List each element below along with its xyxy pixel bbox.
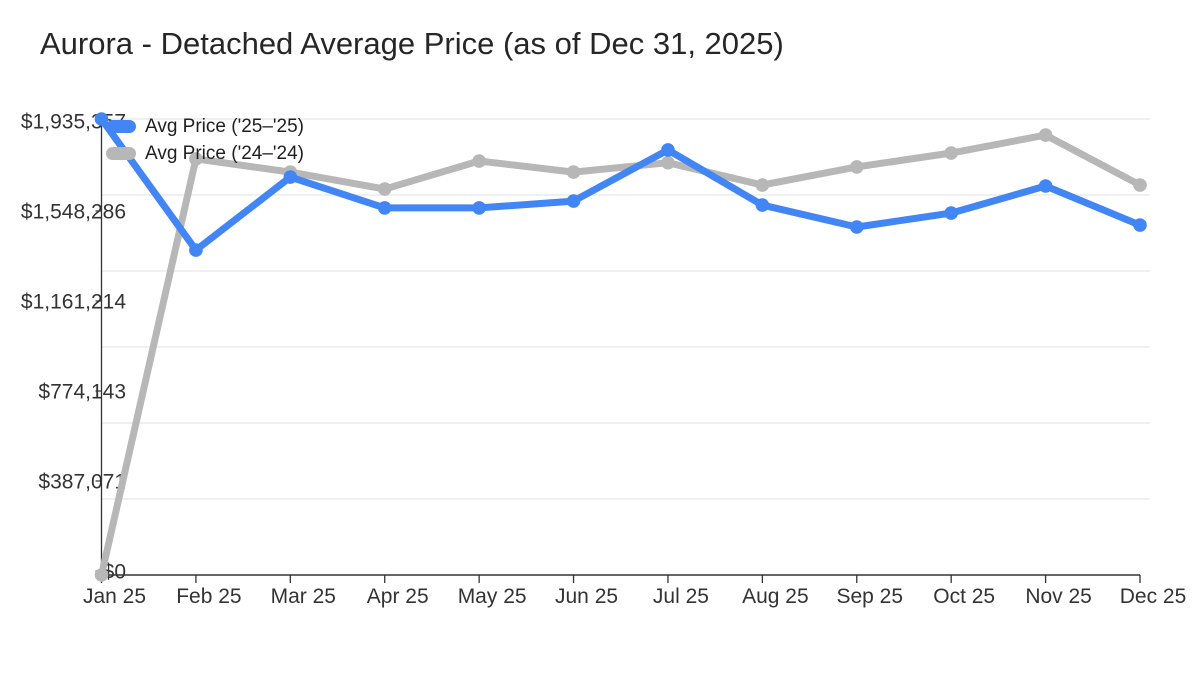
legend-swatch-24-icon bbox=[106, 147, 136, 160]
legend-label-24: Avg Price ('24–'24) bbox=[145, 142, 304, 164]
y-axis-label: $774,143 bbox=[38, 381, 126, 404]
x-axis-label: Sep 25 bbox=[836, 585, 903, 608]
data-point-2024-Oct-25[interactable] bbox=[944, 146, 958, 160]
x-axis-label: Oct 25 bbox=[933, 585, 995, 608]
data-point-2025-Oct-25[interactable] bbox=[944, 206, 958, 220]
data-point-2025-Jun-25[interactable] bbox=[566, 194, 581, 208]
x-axis-label: Dec 25 bbox=[1120, 585, 1187, 608]
x-axis-label: Jun 25 bbox=[555, 585, 618, 608]
legend-swatch-25-icon bbox=[106, 120, 136, 133]
data-point-2024-Jun-25[interactable] bbox=[566, 165, 581, 179]
x-axis-label: Jan 25 bbox=[83, 585, 146, 608]
data-point-2025-May-25[interactable] bbox=[472, 201, 486, 215]
x-axis-label: Feb 25 bbox=[176, 585, 241, 608]
data-point-2024-Sep-25[interactable] bbox=[849, 160, 864, 174]
y-axis-label: $387,071 bbox=[38, 471, 126, 494]
legend-item-avg-price-25[interactable]: Avg Price ('25–'25) bbox=[106, 113, 304, 140]
x-axis-label: May 25 bbox=[458, 585, 527, 608]
data-point-2025-Jul-25[interactable] bbox=[661, 143, 675, 157]
data-point-2025-Nov-25[interactable] bbox=[1038, 179, 1053, 193]
x-axis-label: Aug 25 bbox=[742, 585, 809, 608]
data-point-2024-Dec-25[interactable] bbox=[1133, 178, 1147, 192]
y-axis-label: $0 bbox=[103, 561, 126, 584]
data-point-2025-Sep-25[interactable] bbox=[849, 220, 864, 234]
data-point-2024-Aug-25[interactable] bbox=[755, 178, 770, 192]
data-point-2025-Dec-25[interactable] bbox=[1133, 218, 1147, 232]
series-line-2025 bbox=[98, 115, 1144, 254]
y-axis-label: $1,161,214 bbox=[21, 291, 126, 314]
legend: Avg Price ('25–'25) Avg Price ('24–'24) bbox=[106, 113, 304, 167]
data-point-2025-Jan-25[interactable] bbox=[94, 112, 109, 126]
series-line-2024 bbox=[98, 131, 1144, 579]
data-point-2024-Feb-25[interactable] bbox=[189, 152, 203, 166]
x-axis-label: Jul 25 bbox=[653, 585, 709, 608]
x-axis-label: Nov 25 bbox=[1025, 585, 1092, 608]
x-axis-label: Mar 25 bbox=[271, 585, 336, 608]
data-point-2025-Apr-25[interactable] bbox=[377, 201, 392, 215]
legend-label-25: Avg Price ('25–'25) bbox=[145, 115, 304, 137]
data-point-2025-Mar-25[interactable] bbox=[283, 170, 298, 184]
data-point-2024-Apr-25[interactable] bbox=[377, 182, 392, 196]
data-point-2024-May-25[interactable] bbox=[472, 154, 486, 168]
data-point-2024-Jan-25[interactable] bbox=[94, 568, 109, 582]
x-axis-label: Apr 25 bbox=[367, 585, 429, 608]
data-point-2025-Aug-25[interactable] bbox=[755, 198, 770, 212]
y-axis-label: $1,548,286 bbox=[21, 201, 126, 224]
data-point-2025-Feb-25[interactable] bbox=[189, 243, 203, 257]
chart-title: Aurora - Detached Average Price (as of D… bbox=[40, 26, 784, 61]
legend-item-avg-price-24[interactable]: Avg Price ('24–'24) bbox=[106, 140, 304, 167]
data-point-2024-Nov-25[interactable] bbox=[1038, 128, 1053, 142]
data-point-2024-Jul-25[interactable] bbox=[661, 155, 675, 170]
